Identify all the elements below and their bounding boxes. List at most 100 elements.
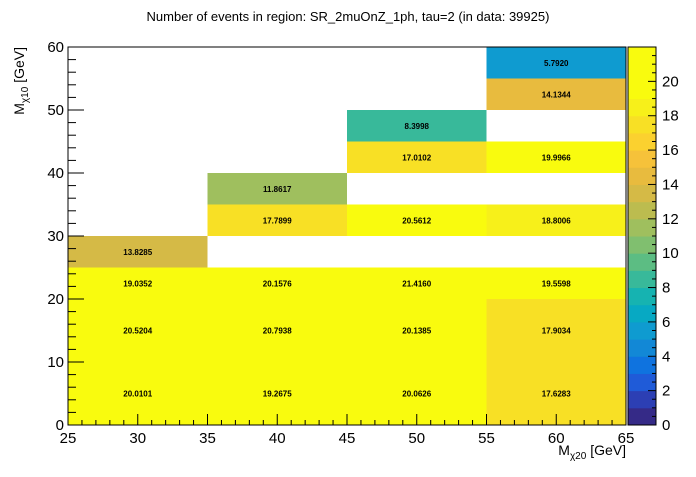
heatmap-cell [207, 267, 347, 299]
colorbar-segment [628, 373, 656, 392]
colorbar-segment [628, 150, 656, 168]
colorbar-segment [628, 81, 656, 100]
heatmap-cell [486, 47, 626, 79]
heatmap-cell [68, 299, 208, 362]
y-tick-label: 0 [56, 417, 64, 434]
x-tick-label: 55 [478, 430, 495, 447]
cell-value-label: 20.7938 [263, 327, 292, 336]
colorbar-tick-label: 6 [662, 314, 670, 331]
colorbar-segment [628, 236, 656, 254]
heatmap-cell [486, 78, 626, 110]
heatmap-cell [486, 141, 626, 173]
y-axis-ticks: 0 10 20 30 40 50 60 [47, 39, 84, 434]
y-axis-title-subscript: χ10 [20, 86, 31, 103]
colorbar-tick-label: 20 [662, 73, 679, 90]
y-tick-label: 40 [47, 165, 64, 182]
colorbar-tick-label: 18 [662, 108, 679, 125]
x-tick-label: 40 [269, 430, 286, 447]
colorbar-segment [628, 167, 656, 185]
cell-value-label: 17.6283 [542, 390, 571, 399]
x-axis-ticks: 25 30 35 40 45 50 55 60 65 [60, 414, 635, 447]
x-axis-title-subscript: χ20 [570, 451, 587, 462]
cell-value-label: 11.8617 [263, 185, 292, 194]
colorbar-tick-label: 16 [662, 142, 679, 159]
colorbar-segment [628, 356, 656, 374]
colorbar-segment [628, 270, 656, 289]
heatmap-cell [347, 141, 487, 173]
cell-value-label: 14.1344 [542, 90, 571, 99]
cell-value-label: 19.5598 [542, 279, 571, 288]
colorbar-segment [628, 390, 656, 409]
heatmap-cells [68, 47, 626, 425]
colorbar-segment [628, 47, 656, 65]
heatmap-cell [347, 299, 487, 362]
heatmap-cell-labels: 20.0101 19.2675 20.0626 17.6283 20.5204 20.79… [123, 59, 571, 399]
chart-title: Number of events in region: SR_2muOnZ_1p… [147, 9, 550, 24]
colorbar-segment [628, 98, 656, 117]
colorbar-segment [628, 339, 656, 357]
heatmap-cell [207, 173, 347, 205]
heatmap-cell [486, 299, 626, 362]
cell-value-label: 19.2675 [263, 390, 292, 399]
heatmap-cell [68, 236, 208, 268]
colorbar-segment [628, 253, 656, 271]
cell-value-label: 20.0101 [123, 390, 152, 399]
cell-value-label: 19.0352 [123, 279, 152, 288]
cell-value-label: 20.5204 [123, 327, 152, 336]
colorbar-tick-label: 2 [662, 383, 670, 400]
heatmap-cell [68, 267, 208, 299]
heatmap-cell [347, 204, 487, 236]
cell-value-label: 20.1385 [402, 327, 431, 336]
colorbar-segment [628, 304, 656, 323]
colorbar-tick-label: 12 [662, 211, 679, 228]
x-axis-title: Mχ20 [GeV] [558, 442, 626, 462]
colorbar-segment [628, 287, 656, 306]
colorbar-segment [628, 218, 656, 237]
cell-value-label: 13.8285 [123, 248, 152, 257]
x-tick-label: 25 [60, 430, 77, 447]
colorbar-segment [628, 321, 656, 340]
y-tick-label: 20 [47, 291, 64, 308]
heatmap-cell [207, 204, 347, 236]
x-tick-label: 65 [618, 430, 635, 447]
cell-value-label: 19.9966 [542, 153, 571, 162]
x-tick-label: 30 [129, 430, 146, 447]
colorbar-segment [628, 407, 656, 426]
colorbar-segment [628, 132, 656, 151]
colorbar-segment [628, 64, 656, 82]
colorbar-tick-label: 14 [662, 176, 679, 193]
colorbar-segment [628, 115, 656, 134]
x-tick-label: 50 [408, 430, 425, 447]
heatmap-cell [347, 267, 487, 299]
cell-value-label: 21.4160 [402, 279, 431, 288]
x-tick-label: 60 [548, 430, 565, 447]
y-tick-label: 30 [47, 228, 64, 245]
y-tick-label: 60 [47, 39, 64, 56]
heatmap-cell [347, 110, 487, 142]
cell-value-label: 17.7899 [263, 216, 292, 225]
cell-value-label: 5.7920 [544, 59, 569, 68]
cell-value-label: 20.1576 [263, 279, 292, 288]
colorbar-segment [628, 201, 656, 220]
colorbar-tick-label: 0 [662, 417, 670, 434]
colorbar-tick-label: 10 [662, 245, 679, 262]
x-tick-label: 35 [199, 430, 216, 447]
x-tick-label: 45 [339, 430, 356, 447]
y-axis-title: Mχ10 [GeV] [11, 47, 31, 115]
cell-value-label: 20.5612 [402, 216, 431, 225]
cell-value-label: 8.3998 [405, 122, 430, 131]
y-tick-label: 10 [47, 354, 64, 371]
y-tick-label: 50 [47, 102, 64, 119]
heatmap-cell [486, 204, 626, 236]
cell-value-label: 18.8006 [542, 216, 571, 225]
heatmap-cell [486, 267, 626, 299]
cell-value-label: 20.0626 [402, 390, 431, 399]
color-scale-bar: 0 2 4 6 8 10 12 14 16 18 20 [627, 46, 679, 434]
cell-value-label: 17.9034 [542, 327, 571, 336]
colorbar-segment [628, 184, 656, 203]
heatmap-cell [207, 299, 347, 362]
colorbar-tick-label: 8 [662, 280, 670, 297]
colorbar-tick-label: 4 [662, 348, 670, 365]
cell-value-label: 17.0102 [402, 153, 431, 162]
